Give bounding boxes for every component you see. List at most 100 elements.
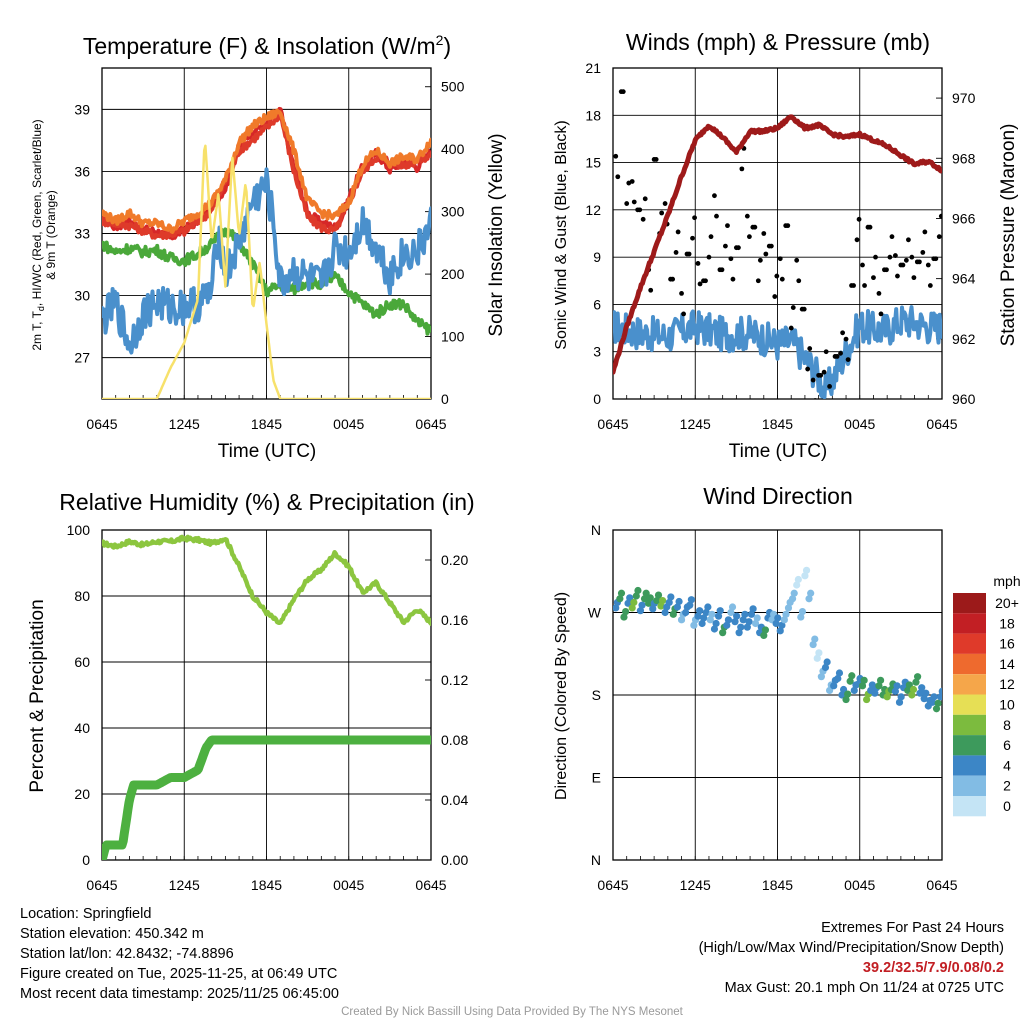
y-tick-label: 20 xyxy=(74,786,90,802)
direction-point xyxy=(716,607,724,615)
y-tick-label: 80 xyxy=(74,588,90,604)
gust-point xyxy=(889,234,895,240)
gust-point xyxy=(653,157,659,162)
direction-point xyxy=(690,621,698,629)
y-tick-label: N xyxy=(591,522,601,538)
direction-point xyxy=(794,575,802,584)
gust-point xyxy=(692,215,697,221)
gust-point xyxy=(728,256,734,262)
direction-point xyxy=(802,566,811,574)
gust-point xyxy=(785,223,791,229)
legend-swatch xyxy=(953,633,986,654)
direction-point xyxy=(737,623,745,631)
y2-tick-label: 960 xyxy=(952,391,976,407)
direction-point xyxy=(712,619,720,628)
x-tick-label: 0645 xyxy=(926,877,957,893)
direction-point xyxy=(835,669,844,677)
legend-swatch xyxy=(953,755,986,776)
gust-point xyxy=(690,235,695,241)
speed-color-legend: 20+ 18 16 14 12 10 8 6 4 2 0 xyxy=(953,593,1019,817)
direction-point xyxy=(776,627,784,635)
gust-point xyxy=(790,305,796,310)
direction-point xyxy=(613,604,620,612)
gust-point xyxy=(903,257,909,263)
gust-point xyxy=(827,383,832,389)
direction-point xyxy=(897,693,905,701)
y2-tick-label: 966 xyxy=(952,210,976,226)
direction-point xyxy=(706,616,714,624)
direction-title: Wind Direction xyxy=(703,483,853,509)
direction-point xyxy=(821,663,830,672)
direction-point xyxy=(772,619,780,628)
gust-point xyxy=(884,267,889,273)
direction-point xyxy=(893,682,901,690)
direction-point xyxy=(624,599,632,607)
direction-point xyxy=(743,623,751,631)
gust-point xyxy=(843,336,849,342)
legend-label: 16 xyxy=(999,636,1015,652)
credit-text: Created By Nick Bassill Using Data Provi… xyxy=(341,1006,683,1018)
direction-point xyxy=(649,605,657,613)
gust-point xyxy=(854,237,860,243)
gust-point xyxy=(871,275,876,281)
direction-point xyxy=(620,613,628,621)
direction-point xyxy=(616,595,624,603)
y2-tick-label: 200 xyxy=(441,266,465,282)
gust-point xyxy=(624,201,630,206)
gust-point xyxy=(662,201,668,206)
x-tick-label: 1845 xyxy=(762,416,793,432)
y-tick-label: 30 xyxy=(74,288,90,304)
temperature-xlabel: Time (UTC) xyxy=(218,441,317,462)
gust-point xyxy=(681,311,686,317)
solar-ylabel-right: Solar Insolation (Yellow) xyxy=(486,133,507,336)
direction-point xyxy=(860,676,868,684)
gust-point xyxy=(860,262,865,268)
direction-point xyxy=(920,695,928,703)
x-tick-label: 1845 xyxy=(762,877,793,893)
gust-point xyxy=(829,404,834,409)
y2-tick-label: 962 xyxy=(952,331,976,347)
gust-point xyxy=(788,325,794,331)
x-tick-label: 1845 xyxy=(251,416,282,432)
gust-point xyxy=(719,267,725,273)
direction-point xyxy=(632,592,640,600)
direction-point xyxy=(793,581,801,589)
legend-label: 20+ xyxy=(995,595,1019,611)
gust-point xyxy=(755,278,761,284)
gust-point xyxy=(670,276,676,282)
direction-point xyxy=(850,686,858,695)
direction-point xyxy=(813,654,821,662)
direction-point xyxy=(724,616,733,624)
direction-point xyxy=(934,699,942,707)
winds-panel: Winds (mph) & Pressure (mb) Sonic Wind &… xyxy=(553,29,1019,462)
direction-point xyxy=(863,695,871,704)
legend-label: 0 xyxy=(1003,798,1011,814)
direction-point xyxy=(667,593,675,601)
direction-point xyxy=(811,635,819,643)
direction-point xyxy=(916,689,924,697)
gust-point xyxy=(648,287,654,293)
gust-point xyxy=(801,306,807,312)
x-tick-label: 0645 xyxy=(86,877,117,893)
gust-point xyxy=(936,234,942,240)
pressure-ylabel-right: Station Pressure (Maroon) xyxy=(998,124,1019,347)
y2-tick-label: 0.12 xyxy=(441,672,468,688)
gust-point xyxy=(838,350,843,356)
gust-point xyxy=(916,259,922,265)
gust-point xyxy=(695,261,701,266)
gust-point xyxy=(708,234,714,240)
gust-point xyxy=(922,229,928,235)
gust-point xyxy=(723,243,728,249)
direction-point xyxy=(702,608,710,617)
gust-point xyxy=(768,243,774,249)
gust-point xyxy=(892,253,898,258)
y2-tick-label: 500 xyxy=(441,79,465,95)
extremes-values: 39.2/32.5/7.9/0.08/0.2 xyxy=(862,960,1004,976)
legend-swatch xyxy=(953,613,986,634)
plot-area xyxy=(102,106,431,399)
direction-point xyxy=(858,682,867,690)
direction-point xyxy=(823,658,831,666)
direction-point xyxy=(653,596,661,605)
gust-point xyxy=(840,330,846,336)
station-info: Location: Springfield Station elevation:… xyxy=(20,904,339,1004)
